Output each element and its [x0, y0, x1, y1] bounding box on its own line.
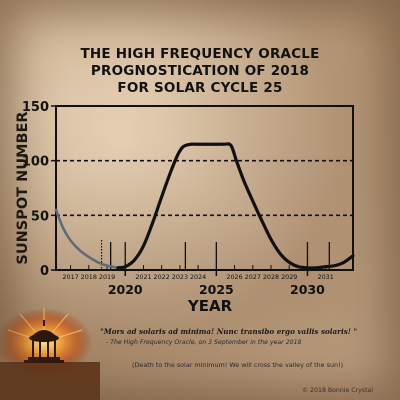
y-tick-label-50: 50: [31, 209, 49, 224]
quote-attribution: - The High Frequency Oracle, on 3 Septem…: [106, 339, 302, 346]
x-major-tick-label-2030: 2030: [290, 282, 325, 297]
forecast-series-line: [116, 142, 355, 270]
title-line-1: THE HIGH FREQUENCY ORACLE: [80, 46, 320, 62]
x-minor-tick-label-2029: 2029: [281, 273, 297, 281]
x-minor-tick-label-2028: 2028: [263, 273, 279, 281]
ground: [0, 362, 100, 400]
x-axis-label: YEAR: [187, 297, 233, 315]
x-major-tick-label-2025: 2025: [199, 282, 234, 297]
x-minor-tick-label-2031: 2031: [318, 273, 334, 281]
sun-glow: [0, 308, 92, 376]
series-layer: [54, 142, 355, 270]
x-minor-tick-label-2023: 2023: [172, 273, 188, 281]
sunset-pavilion-illustration: [0, 308, 100, 400]
pavilion: [24, 320, 64, 363]
x-minor-tick-label-2018: 2018: [81, 273, 97, 281]
plot-frame: [55, 105, 354, 271]
x-minor-tick-label-2027: 2027: [245, 273, 261, 281]
x-minor-tick-label-2022: 2022: [154, 273, 170, 281]
grid-layer: [56, 159, 353, 217]
y-axis-label: SUNSPOT NUMBER: [15, 111, 31, 264]
y-tick-label-150: 150: [22, 100, 49, 115]
x-major-tick-label-2020: 2020: [108, 282, 143, 297]
latin-quote: "Mors ad solaris ad minima! Nunc transib…: [100, 327, 358, 336]
title-line-3: FOR SOLAR CYCLE 25: [117, 80, 283, 96]
copyright: © 2018 Bonnie Crystal: [302, 387, 373, 394]
title-line-2: PROGNOSTICATION OF 2018: [90, 63, 310, 79]
x-minor-tick-label-2024: 2024: [190, 273, 206, 281]
quote-translation: (Death to the solar minimum! We will cro…: [132, 361, 344, 369]
y-tick-label-100: 100: [22, 155, 49, 170]
chart-title: THE HIGH FREQUENCY ORACLE PROGNOSTICATIO…: [50, 46, 350, 97]
y-tick-label-0: 0: [40, 264, 49, 279]
axis-layer: [55, 105, 354, 271]
x-minor-tick-label-2026: 2026: [226, 273, 242, 281]
x-minor-tick-label-2019: 2019: [99, 273, 115, 281]
x-minor-tick-label-2017: 2017: [62, 273, 78, 281]
x-minor-tick-label-2021: 2021: [135, 273, 151, 281]
history-series-line: [54, 208, 120, 270]
